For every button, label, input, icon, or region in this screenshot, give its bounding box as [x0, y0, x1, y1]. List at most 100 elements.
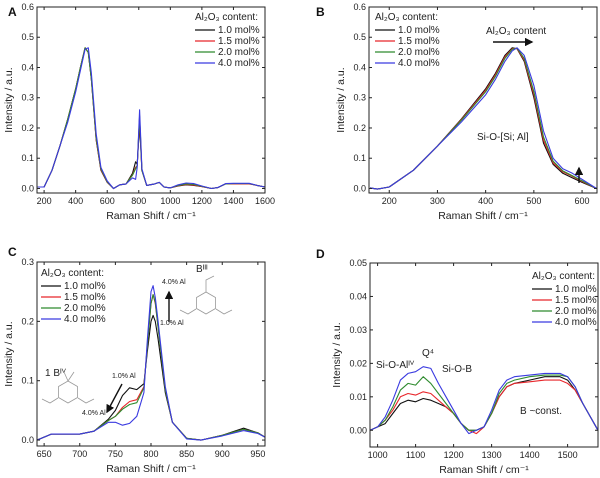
x-tick-label: 750: [108, 449, 123, 459]
y-tick-label: 0.6: [353, 2, 366, 12]
y-tick-label: 0.03: [349, 325, 367, 335]
annotation: Si-O-Alᴵⱽ: [376, 360, 415, 371]
plot-frame: [368, 6, 598, 194]
series-line-40mol: [370, 366, 598, 435]
legend-title: Al₂O₃ content:: [375, 12, 438, 23]
y-tick-label: 0.02: [349, 358, 367, 368]
legend-label: 4.0 mol%: [555, 317, 597, 328]
x-tick-label: 1200: [192, 196, 212, 206]
x-tick-label: 1300: [482, 450, 502, 460]
boroxol-ring-icon: [196, 291, 216, 315]
annotation: Bᴵᴵᴵ: [196, 264, 208, 275]
legend: Al₂O₃ content: 1.0 mol%1.5 mol%2.0 mol%4.…: [195, 12, 260, 69]
x-tick-label: 900: [215, 449, 230, 459]
y-tick-label: 0.04: [349, 291, 367, 301]
x-axis-label: Raman Shift / cm⁻¹: [106, 210, 196, 222]
series-line-10mol: [370, 376, 598, 431]
annotation: 1 Bᴵⱽ: [45, 368, 67, 379]
x-tick-label: 650: [37, 449, 52, 459]
legend-label: 4.0 mol%: [64, 314, 106, 325]
legend-title: Al₂O₃ content:: [195, 12, 258, 23]
legend-label: 2.0 mol%: [398, 47, 440, 58]
y-axis-label: Intensity / a.u.: [3, 321, 15, 386]
panel-letter: A: [8, 5, 17, 19]
panel-letter: B: [316, 5, 325, 19]
y-tick-label: 0.0: [21, 183, 34, 193]
y-axis-label: Intensity / a.u.: [3, 67, 15, 132]
y-tick-label: 0.4: [21, 62, 34, 72]
annotation: B ~const.: [520, 406, 562, 417]
annotation: Al₂O₃ content: [486, 26, 546, 37]
annotation: 4.0% Al: [162, 279, 186, 286]
legend-label: 1.5 mol%: [218, 36, 260, 47]
x-axis-label: Raman Shift / cm⁻¹: [106, 463, 196, 475]
y-tick-label: 0.00: [349, 425, 367, 435]
x-tick-label: 1000: [368, 450, 388, 460]
series-line-40mol: [369, 47, 597, 190]
series-line-40mol: [37, 285, 265, 441]
legend-label: 4.0 mol%: [398, 58, 440, 69]
plot-frame: [36, 6, 266, 194]
x-tick-label: 850: [179, 449, 194, 459]
y-tick-label: 0.0: [21, 435, 34, 445]
y-tick-label: 0.1: [353, 153, 366, 163]
legend-label: 4.0 mol%: [218, 58, 260, 69]
x-axis-label: Raman Shift / cm⁻¹: [439, 464, 529, 476]
x-tick-label: 400: [478, 196, 493, 206]
x-tick-label: 800: [131, 196, 146, 206]
y-tick-label: 0.5: [353, 32, 366, 42]
legend: Al₂O₃ content: 1.0 mol%1.5 mol%2.0 mol%4.…: [375, 12, 440, 69]
y-axis-label: Intensity / a.u.: [335, 67, 347, 132]
plot-frame: [369, 262, 599, 448]
x-tick-label: 1500: [558, 450, 578, 460]
y-tick-label: 0.3: [21, 257, 34, 267]
tetraborate-ring-icon: [58, 380, 78, 404]
annotation: 1.0% Al: [112, 373, 136, 380]
x-tick-label: 700: [72, 449, 87, 459]
y-tick-label: 0.5: [21, 32, 34, 42]
legend-label: 1.0 mol%: [218, 25, 260, 36]
y-tick-label: 0.1: [21, 376, 34, 386]
annotation: 1.0% Al: [160, 320, 184, 327]
y-tick-label: 0.3: [353, 93, 366, 103]
y-tick-label: 0.05: [349, 258, 367, 268]
y-tick-label: 0.2: [353, 123, 366, 133]
legend-title: Al₂O₃ content:: [41, 268, 104, 279]
panel-letter: C: [8, 245, 17, 259]
x-tick-label: 500: [526, 196, 541, 206]
x-tick-label: 300: [430, 196, 445, 206]
legend-label: 1.0 mol%: [555, 284, 597, 295]
y-tick-label: 0.6: [21, 2, 34, 12]
legend: Al₂O₃ content: 1.0 mol%1.5 mol%2.0 mol%4.…: [532, 271, 597, 328]
panel-letter: D: [316, 247, 325, 261]
panel-b: B 200 300 400 500 600 0.0 0.1 0.2 0.3 0.4 0.5 0.6 Ram…: [316, 2, 598, 222]
decrease-arrow-icon: [106, 383, 123, 414]
y-tick-label: 0.2: [21, 123, 34, 133]
annotation: Si-O-B: [442, 364, 472, 375]
y-tick-label: 0.4: [353, 62, 366, 72]
x-axis-label: Raman Shift / cm⁻¹: [438, 210, 528, 222]
panel-c: C 650 700 750 800 850 900 950 0.0 0.1 0.2 0.3 Raman …: [3, 245, 266, 475]
series-line-40mol: [37, 47, 265, 190]
x-tick-label: 200: [37, 196, 52, 206]
y-tick-label: 0.2: [21, 316, 34, 326]
annotation: Si-O-[Si; Al]: [477, 132, 529, 143]
x-tick-label: 1100: [406, 450, 425, 460]
legend-label: 1.0 mol%: [64, 281, 106, 292]
legend: Al₂O₃ content: 1.0 mol%1.5 mol%2.0 mol%4.…: [41, 268, 106, 325]
legend-label: 2.0 mol%: [555, 306, 597, 317]
legend-label: 2.0 mol%: [218, 47, 260, 58]
y-axis-label: Intensity / a.u.: [331, 322, 343, 387]
x-tick-label: 1400: [223, 196, 243, 206]
x-tick-label: 1000: [160, 196, 180, 206]
y-tick-label: 0.3: [21, 93, 34, 103]
legend-label: 1.5 mol%: [398, 36, 440, 47]
annotation: Q⁴: [422, 348, 434, 359]
legend-label: 2.0 mol%: [64, 303, 106, 314]
x-tick-label: 400: [68, 196, 83, 206]
legend-label: 1.5 mol%: [64, 292, 106, 303]
x-tick-label: 1200: [444, 450, 464, 460]
x-tick-label: 600: [100, 196, 115, 206]
